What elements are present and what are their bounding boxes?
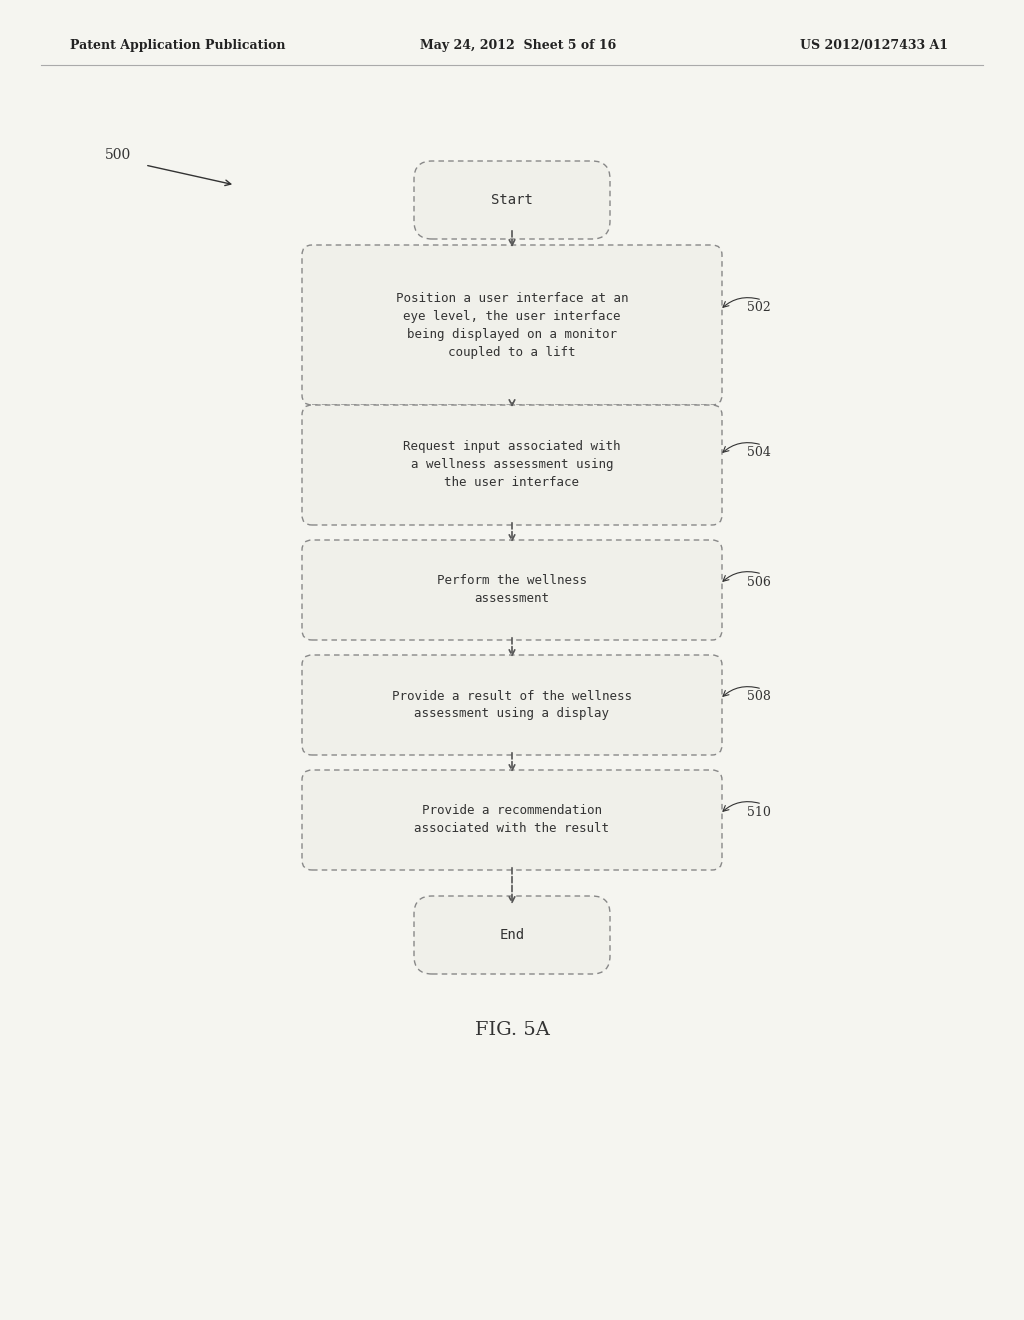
Text: FIG. 5A: FIG. 5A <box>474 1020 550 1039</box>
Text: 508: 508 <box>746 690 771 704</box>
FancyBboxPatch shape <box>302 540 722 640</box>
FancyBboxPatch shape <box>302 246 722 405</box>
Text: 502: 502 <box>746 301 771 314</box>
FancyBboxPatch shape <box>302 405 722 525</box>
Text: Provide a recommendation
associated with the result: Provide a recommendation associated with… <box>415 804 609 836</box>
FancyBboxPatch shape <box>414 161 610 239</box>
Text: US 2012/0127433 A1: US 2012/0127433 A1 <box>800 38 948 51</box>
Text: 504: 504 <box>746 446 771 459</box>
Text: 510: 510 <box>746 805 771 818</box>
Text: Start: Start <box>492 193 532 207</box>
Text: 500: 500 <box>105 148 131 162</box>
Text: Position a user interface at an
eye level, the user interface
being displayed on: Position a user interface at an eye leve… <box>395 292 629 359</box>
Text: May 24, 2012  Sheet 5 of 16: May 24, 2012 Sheet 5 of 16 <box>420 38 616 51</box>
Text: 506: 506 <box>746 576 771 589</box>
Text: Patent Application Publication: Patent Application Publication <box>70 38 286 51</box>
FancyBboxPatch shape <box>414 896 610 974</box>
FancyBboxPatch shape <box>302 655 722 755</box>
FancyBboxPatch shape <box>302 770 722 870</box>
Text: Perform the wellness
assessment: Perform the wellness assessment <box>437 574 587 606</box>
Text: End: End <box>500 928 524 942</box>
Text: Provide a result of the wellness
assessment using a display: Provide a result of the wellness assessm… <box>392 689 632 721</box>
Text: Request input associated with
a wellness assessment using
the user interface: Request input associated with a wellness… <box>403 441 621 490</box>
